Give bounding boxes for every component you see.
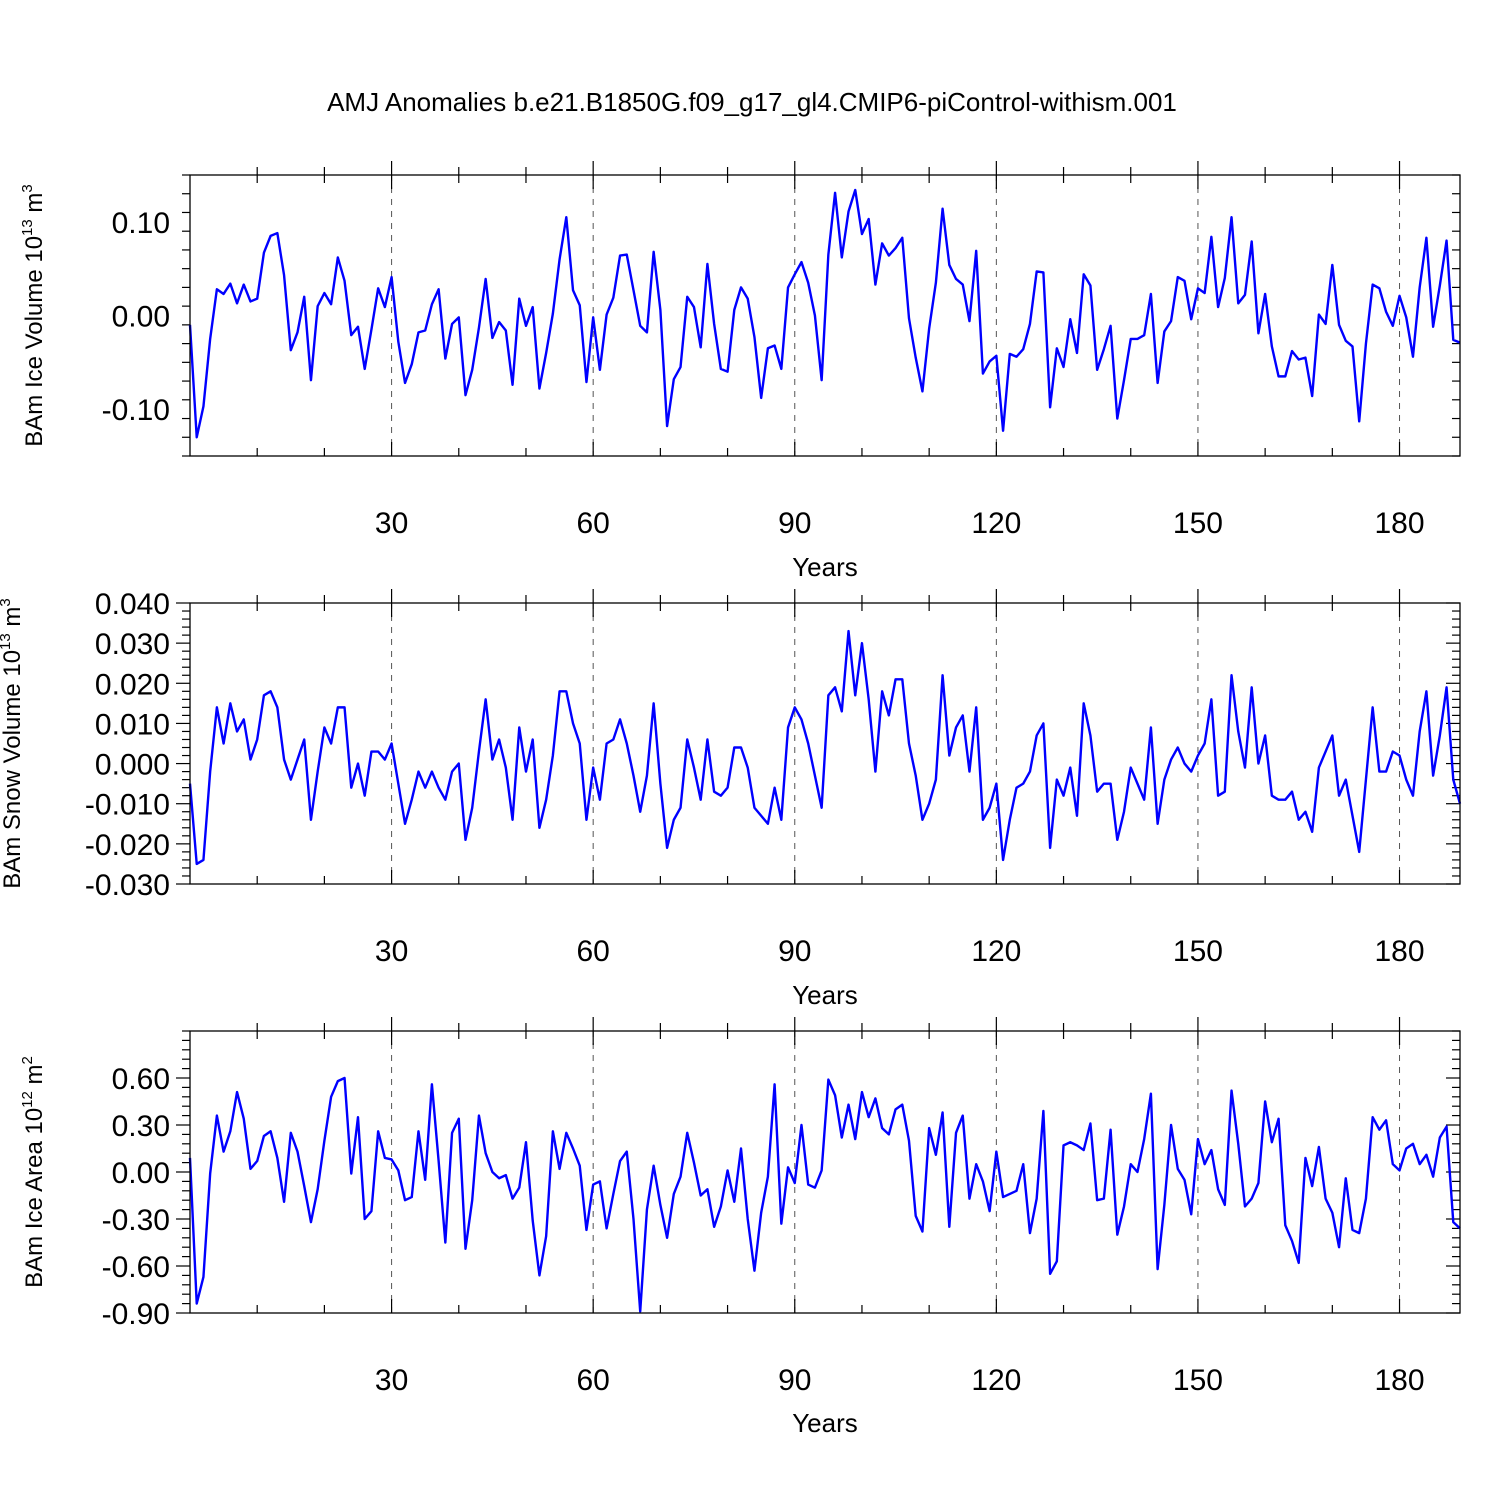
y-tick-label: -0.010: [85, 789, 170, 822]
x-axis-label: Years: [792, 552, 858, 582]
y-tick-label: -0.60: [102, 1251, 170, 1284]
x-tick-label: 30: [375, 507, 408, 540]
x-tick-label: 180: [1374, 507, 1424, 540]
x-tick-label: 150: [1173, 935, 1223, 968]
y-tick-label: 0.00: [112, 1157, 170, 1190]
x-tick-label: 30: [375, 1364, 408, 1397]
y-tick-label: 0.040: [95, 588, 170, 621]
x-tick-label: 60: [576, 1364, 609, 1397]
x-tick-label: 90: [778, 1364, 811, 1397]
x-tick-label: 120: [971, 935, 1021, 968]
y-tick-label: -0.020: [85, 829, 170, 862]
x-tick-label: 60: [576, 507, 609, 540]
y-tick-label: -0.030: [85, 869, 170, 902]
plot-frame: [189, 602, 1461, 885]
x-tick-label: 30: [375, 935, 408, 968]
y-tick-label: 0.000: [95, 749, 170, 782]
y-tick-label: 0.30: [112, 1110, 170, 1143]
x-tick-label: 90: [778, 507, 811, 540]
x-tick-label: 180: [1374, 1364, 1424, 1397]
data-series-line: [188, 1076, 1461, 1313]
chart-panel-3: -0.90 -0.60 -0.30 0.00 0.30 0.60 30 60 90 120 150 1…: [19, 1017, 1461, 1438]
chart-title: AMJ Anomalies b.e21.B1850G.f09_g17_gl4.C…: [327, 87, 1177, 117]
x-tick-label: 180: [1374, 935, 1424, 968]
chart-panel-2: -0.030 -0.020 -0.010 0.000 0.010 0.020 0.030 0.…: [0, 588, 1462, 1010]
x-tick-label: 150: [1173, 507, 1223, 540]
y-tick-label: 0.020: [95, 668, 170, 701]
y-axis-label: BAm Snow Volume 1013 m3: [0, 598, 26, 889]
y-tick-label: 0.030: [95, 628, 170, 661]
plot-frame: [189, 174, 1461, 457]
x-tick-label: 120: [971, 1364, 1021, 1397]
y-tick-label: -0.90: [102, 1298, 170, 1331]
y-tick-label: 0.00: [112, 301, 170, 334]
data-series-line: [188, 629, 1462, 866]
y-axis-label: BAm Ice Area 1012 m2: [19, 1056, 48, 1288]
y-tick-label: 0.10: [112, 207, 170, 240]
y-tick-label: 0.010: [95, 708, 170, 741]
y-tick-label: 0.60: [112, 1063, 170, 1096]
y-axis-label: BAm Ice Volume 1013 m3: [19, 184, 48, 446]
x-tick-label: 60: [576, 935, 609, 968]
x-tick-label: 150: [1173, 1364, 1223, 1397]
x-tick-label: 120: [971, 507, 1021, 540]
x-tick-label: 90: [778, 935, 811, 968]
x-axis-label: Years: [792, 980, 858, 1010]
chart-panel-1: -0.10 0.00 0.10 30 60 90 120 150 180 Years BAm Ice…: [19, 161, 1461, 582]
data-series-line: [188, 188, 1461, 439]
plot-frame: [189, 1030, 1461, 1314]
y-tick-label: -0.10: [102, 394, 170, 427]
x-axis-label: Years: [792, 1408, 858, 1438]
y-tick-label: -0.30: [102, 1204, 170, 1237]
